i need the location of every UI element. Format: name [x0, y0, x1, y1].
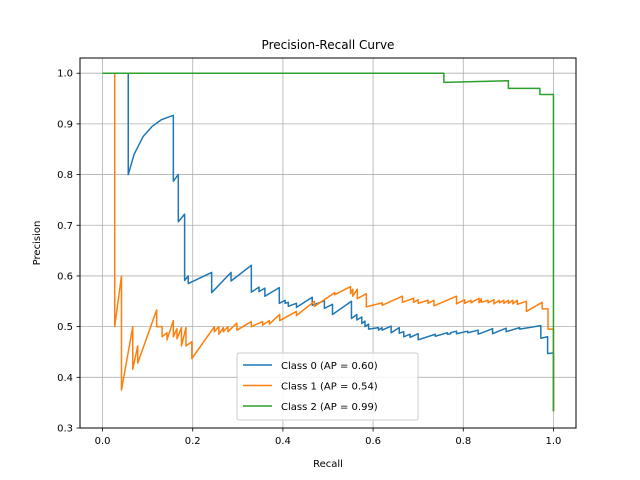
y-tick-label: 0.9 — [57, 119, 73, 130]
legend-label: Class 0 (AP = 0.60) — [281, 361, 378, 372]
chart-title: Precision-Recall Curve — [262, 38, 395, 52]
legend: Class 0 (AP = 0.60) Class 1 (AP = 0.54) Cl… — [236, 352, 419, 421]
y-tick-label: 0.4 — [57, 373, 73, 384]
x-tick-label: 0.0 — [95, 436, 111, 447]
x-tick-label: 0.4 — [275, 436, 291, 447]
x-tick-label: 0.6 — [365, 436, 381, 447]
x-axis-label: Recall — [313, 459, 343, 470]
plot-frame — [79, 57, 577, 429]
legend-label: Class 2 (AP = 0.99) — [281, 402, 378, 413]
y-tick-label: 0.5 — [57, 322, 73, 333]
series-line-class-2 — [102, 72, 555, 412]
series-line-class-0 — [102, 72, 555, 412]
series-lines — [102, 72, 555, 412]
legend-label: Class 1 (AP = 0.54) — [281, 382, 378, 393]
y-tick-label: 0.7 — [57, 221, 73, 232]
axis-ticks: 0.0 0.2 0.4 0.6 0.8 1.0 0.3 0.4 0.5 0.6 0.7 0.8 0.9 1… — [57, 69, 561, 447]
x-tick-label: 0.8 — [455, 436, 471, 447]
series-line-class-1 — [113, 73, 555, 412]
x-tick-label: 0.2 — [185, 436, 201, 447]
x-tick-label: 1.0 — [545, 436, 561, 447]
y-axis-label: Precision — [32, 221, 43, 266]
y-tick-label: 0.6 — [57, 271, 73, 282]
y-tick-label: 0.3 — [57, 424, 73, 435]
y-tick-label: 0.8 — [57, 170, 73, 181]
y-tick-label: 1.0 — [57, 69, 73, 80]
legend-box — [236, 352, 419, 421]
